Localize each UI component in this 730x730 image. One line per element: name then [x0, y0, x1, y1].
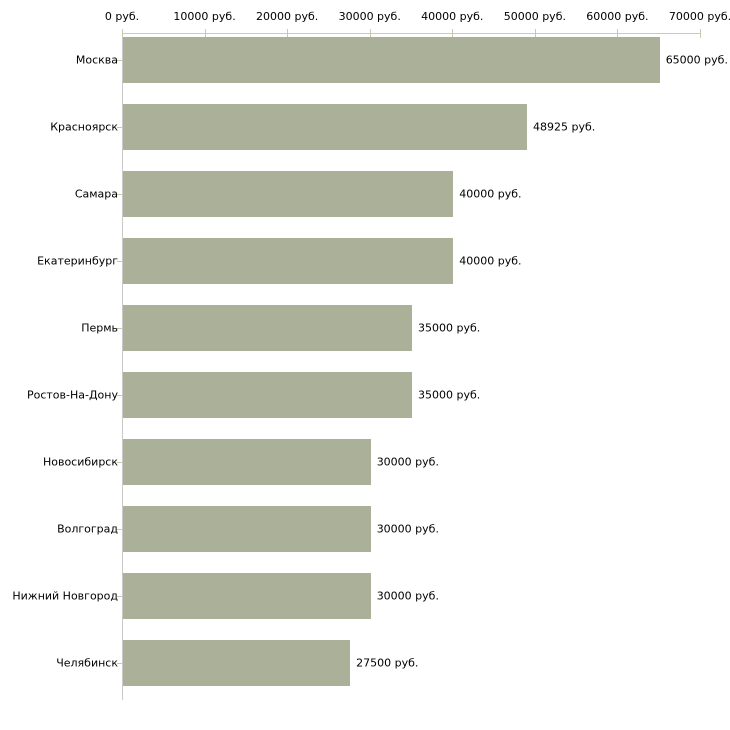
bar [123, 372, 412, 418]
category-label: Челябинск [56, 656, 118, 670]
y-axis-tick [117, 60, 122, 61]
x-axis-tick-label: 60000 руб. [586, 10, 649, 23]
category-label: Ростов-На-Дону [26, 388, 118, 402]
y-axis-tick [117, 462, 122, 463]
x-axis-tick [700, 29, 701, 38]
x-axis-tick [122, 29, 123, 38]
value-label: 65000 руб. [665, 53, 728, 67]
bar [123, 104, 527, 150]
bar [123, 37, 660, 83]
category-label: Красноярск [50, 120, 118, 134]
x-axis-tick [369, 29, 371, 38]
x-axis-tick-label: 70000 руб. [668, 10, 730, 23]
y-axis-tick [117, 127, 122, 128]
value-label: 27500 руб. [356, 656, 419, 670]
x-axis-tick-label: 30000 руб. [338, 10, 401, 23]
value-label: 35000 руб. [418, 321, 481, 335]
value-label: 40000 руб. [459, 187, 522, 201]
y-axis-tick [117, 194, 122, 195]
bar [123, 573, 371, 619]
y-axis-line [122, 33, 123, 700]
category-label: Новосибирск [42, 455, 118, 469]
y-axis-tick [117, 328, 122, 329]
value-label: 35000 руб. [418, 388, 481, 402]
x-axis-tick-label: 50000 руб. [503, 10, 566, 23]
bar [123, 171, 454, 217]
y-axis-tick [117, 596, 122, 597]
x-axis-tick-label: 10000 руб. [173, 10, 236, 23]
x-axis-tick-label: 40000 руб. [421, 10, 484, 23]
bar [123, 640, 351, 686]
x-axis-tick [617, 29, 619, 38]
value-label: 30000 руб. [376, 455, 439, 469]
x-axis-tick-label: 20000 руб. [256, 10, 319, 23]
x-axis-line [122, 33, 700, 34]
value-label: 30000 руб. [376, 522, 439, 536]
value-label: 30000 руб. [376, 589, 439, 603]
bar [123, 238, 454, 284]
x-axis-tick [534, 29, 536, 38]
value-label: 40000 руб. [459, 254, 522, 268]
category-label: Екатеринбург [37, 254, 118, 268]
category-label: Москва [75, 53, 118, 67]
category-label: Самара [74, 187, 118, 201]
value-label: 48925 руб. [533, 120, 596, 134]
x-axis-tick [204, 29, 206, 38]
category-label: Волгоград [57, 522, 118, 536]
x-axis-tick [287, 29, 289, 38]
bar [123, 439, 371, 485]
y-axis-tick [117, 261, 122, 262]
bar [123, 305, 412, 351]
y-axis-tick [117, 395, 122, 396]
category-label: Пермь [81, 321, 118, 335]
x-axis-tick [452, 29, 454, 38]
category-label: Нижний Новгород [12, 589, 118, 603]
y-axis-tick [117, 529, 122, 530]
bar [123, 506, 371, 552]
y-axis-tick [117, 663, 122, 664]
x-axis-tick-label: 0 руб. [104, 10, 140, 23]
